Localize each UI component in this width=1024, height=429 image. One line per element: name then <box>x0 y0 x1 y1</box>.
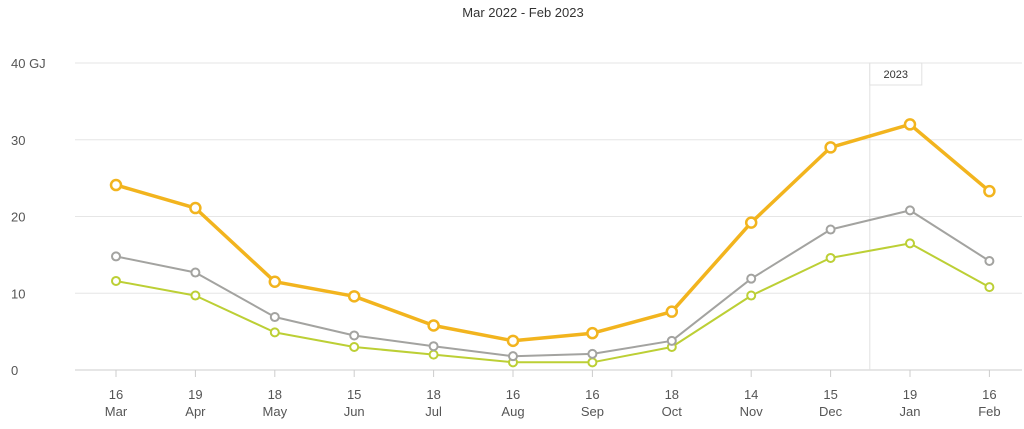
x-tick-label-month: Nov <box>740 404 764 419</box>
data-point-series-1 <box>347 290 361 303</box>
series-line-3 <box>115 242 991 364</box>
data-point-series-2 <box>190 267 201 278</box>
year-annotation-box <box>869 62 923 86</box>
x-tick-label-month: Apr <box>185 404 206 419</box>
x-tick-label-day: 14 <box>744 387 758 402</box>
data-point-series-2 <box>269 312 280 323</box>
x-tick-label-month: May <box>263 404 288 419</box>
data-point-series-3 <box>349 341 360 352</box>
data-point-series-2 <box>111 251 121 262</box>
data-point-series-3 <box>269 327 280 338</box>
data-point-series-3 <box>587 357 598 368</box>
x-tick-label-month: Aug <box>501 404 524 419</box>
x-tick-label-day: 19 <box>188 387 202 402</box>
data-point-series-2 <box>666 335 677 346</box>
data-point-series-1 <box>824 141 837 154</box>
data-point-series-3 <box>746 290 757 301</box>
data-point-series-2 <box>825 224 836 235</box>
x-tick-label-day: 16 <box>585 387 599 402</box>
data-point-series-1 <box>109 178 123 192</box>
data-point-series-2 <box>349 330 360 341</box>
x-tick-label-month: Jun <box>344 404 365 419</box>
x-tick-label-day: 16 <box>109 387 123 402</box>
x-tick-label-day: 15 <box>347 387 361 402</box>
data-point-series-1 <box>744 216 758 229</box>
y-tick-label: 30 <box>11 133 25 148</box>
x-tick-label-month: Oct <box>662 404 683 419</box>
data-point-series-1 <box>189 201 202 215</box>
x-tick-label-month: Mar <box>105 404 128 419</box>
chart-title: Mar 2022 - Feb 2023 <box>462 5 584 20</box>
y-tick-label: 20 <box>11 210 25 225</box>
x-tick-label-day: 18 <box>268 387 282 402</box>
x-tick-label-month: Feb <box>978 404 1000 419</box>
data-point-series-3 <box>190 290 201 301</box>
data-point-series-2 <box>984 256 995 267</box>
data-point-series-1 <box>427 319 440 332</box>
data-point-series-2 <box>428 341 439 352</box>
data-point-series-2 <box>508 351 518 362</box>
data-point-series-2 <box>587 348 598 359</box>
x-tick-label-day: 18 <box>665 387 679 402</box>
data-point-series-2 <box>746 273 757 284</box>
y-tick-label: 40 GJ <box>11 56 46 71</box>
x-tick-label-month: Sep <box>581 404 604 419</box>
data-point-series-3 <box>825 252 836 263</box>
series-line-1 <box>114 122 992 343</box>
data-point-series-3 <box>905 238 915 249</box>
x-tick-label-day: 16 <box>982 387 996 402</box>
data-point-series-1 <box>665 305 679 318</box>
x-tick-label-day: 16 <box>506 387 520 402</box>
data-point-series-1 <box>268 275 282 288</box>
year-annotation-label: 2023 <box>884 69 908 81</box>
x-tick-label-day: 15 <box>823 387 837 402</box>
y-tick-label: 0 <box>11 363 18 378</box>
data-point-series-1 <box>506 334 520 348</box>
data-point-series-1 <box>586 326 599 340</box>
data-point-series-2 <box>905 205 915 216</box>
x-tick-label-day: 18 <box>426 387 440 402</box>
data-point-series-3 <box>111 275 121 286</box>
y-tick-label: 10 <box>11 286 25 301</box>
data-point-series-1 <box>983 184 996 198</box>
data-point-series-1 <box>903 118 917 131</box>
series-line-2 <box>115 209 991 358</box>
data-point-series-3 <box>428 349 439 360</box>
x-tick-label-month: Dec <box>819 404 843 419</box>
data-point-series-3 <box>984 282 995 293</box>
x-tick-label-month: Jan <box>900 404 921 419</box>
x-tick-label-day: 19 <box>903 387 917 402</box>
x-tick-label-month: Jul <box>425 404 442 419</box>
